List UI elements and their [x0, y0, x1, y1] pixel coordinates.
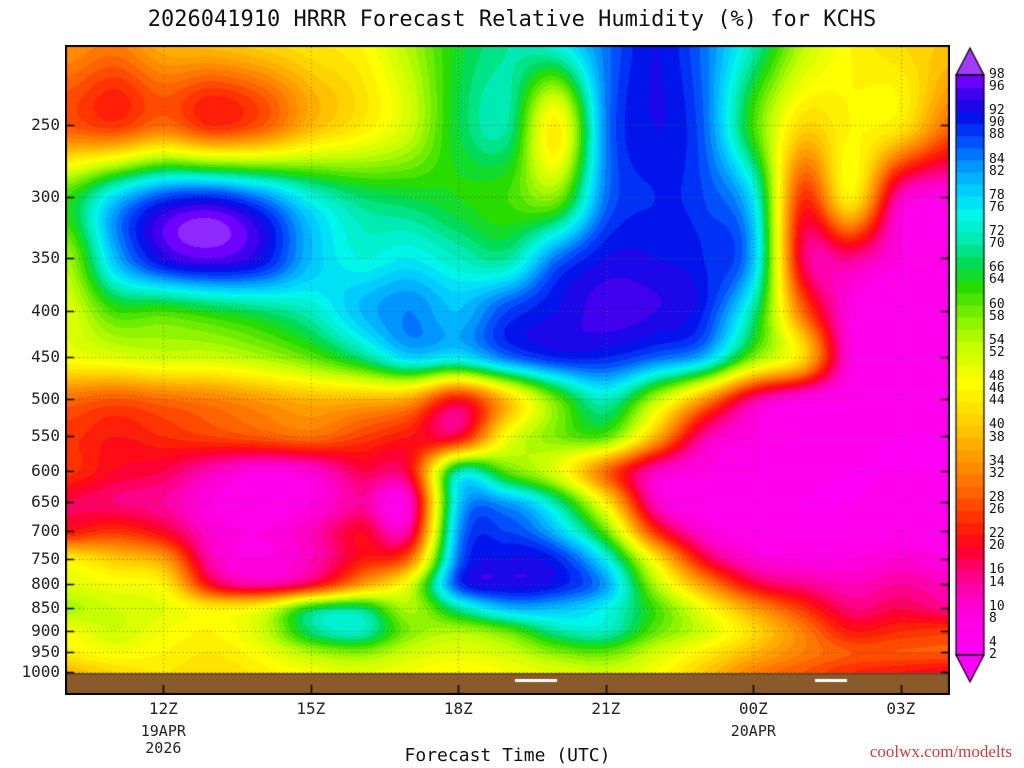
y-tick-label: 700 [31, 521, 60, 541]
colorbar-tick-label: 4 [989, 634, 997, 650]
watermark: coolwx.com/modelts [869, 742, 1012, 761]
y-tick-label: 450 [31, 347, 60, 367]
colorbar-tick-label: 32 [989, 465, 1005, 481]
y-tick-label: 500 [31, 388, 60, 408]
x-tick-label: 00Z [738, 699, 768, 718]
colorbar-tick-label: 58 [989, 308, 1005, 324]
x-tick-label: 15Z [296, 699, 326, 718]
colorbar-tick-label: 26 [989, 502, 1005, 517]
colorbar-tick-label: 72 [989, 224, 1005, 240]
colorbar-tick-label: 54 [989, 332, 1005, 348]
colorbar-tick-label: 92 [989, 103, 1005, 119]
colorbar-tick-label: 98 [989, 67, 1005, 82]
y-tick-label: 900 [31, 620, 60, 640]
y-tick-label: 600 [31, 460, 60, 480]
colorbar-tick-label: 66 [989, 260, 1005, 276]
colorbar-tick-label: 96 [989, 79, 1005, 95]
y-tick-label: 300 [31, 187, 60, 207]
colorbar-tick-label: 78 [989, 187, 1005, 203]
y-tick-label: 650 [31, 492, 60, 512]
colorbar-tick-label: 82 [989, 163, 1005, 179]
colorbar-tick-label: 20 [989, 538, 1005, 554]
colorbar-tick-label: 38 [989, 429, 1005, 445]
colorbar-tick-label: 70 [989, 236, 1005, 252]
y-tick-label: 400 [31, 300, 60, 320]
x-tick-label: 12Z [148, 699, 178, 718]
chart-title: 2026041910 HRRR Forecast Relative Humidi… [147, 7, 877, 32]
x-date-label: 2026 [145, 739, 182, 757]
colorbar-tick-label: 8 [989, 610, 997, 626]
colorbar-tick-label: 46 [989, 381, 1005, 397]
y-tick-label: 550 [31, 426, 60, 446]
colorbar-tick-label: 84 [989, 151, 1005, 167]
rh-contour-plot [65, 45, 950, 695]
colorbar-tick-label: 16 [989, 562, 1005, 578]
x-date-label: 19APR [140, 722, 186, 740]
colorbar [954, 46, 986, 686]
y-tick-label: 950 [31, 641, 60, 661]
colorbar-tick-label: 88 [989, 127, 1005, 143]
colorbar-tick-label: 34 [989, 453, 1005, 469]
colorbar-tick-label: 76 [989, 199, 1005, 215]
y-tick-label: 1000 [21, 662, 60, 682]
colorbar-tick-label: 52 [989, 344, 1005, 360]
colorbar-tick-label: 2 [989, 647, 997, 662]
colorbar-tick-label: 60 [989, 296, 1005, 312]
colorbar-tick-label: 44 [989, 393, 1005, 409]
colorbar-tick-label: 14 [989, 574, 1005, 590]
colorbar-tick-label: 10 [989, 598, 1005, 614]
x-tick-label: 03Z [886, 699, 916, 718]
y-tick-label: 850 [31, 598, 60, 618]
x-date-label: 20APR [730, 722, 776, 740]
colorbar-tick-label: 28 [989, 489, 1005, 505]
colorbar-tick-label: 64 [989, 272, 1005, 288]
x-tick-label: 18Z [443, 699, 473, 718]
colorbar-tick-label: 90 [989, 115, 1005, 131]
x-axis-label: Forecast Time (UTC) [404, 745, 611, 766]
colorbar-tick-label: 22 [989, 526, 1005, 542]
y-tick-label: 750 [31, 548, 60, 568]
y-tick-label: 250 [31, 115, 60, 135]
y-tick-label: 350 [31, 247, 60, 267]
colorbar-tick-label: 40 [989, 417, 1005, 433]
y-tick-label: 800 [31, 574, 60, 594]
colorbar-tick-label: 48 [989, 369, 1005, 385]
x-tick-label: 21Z [591, 699, 621, 718]
